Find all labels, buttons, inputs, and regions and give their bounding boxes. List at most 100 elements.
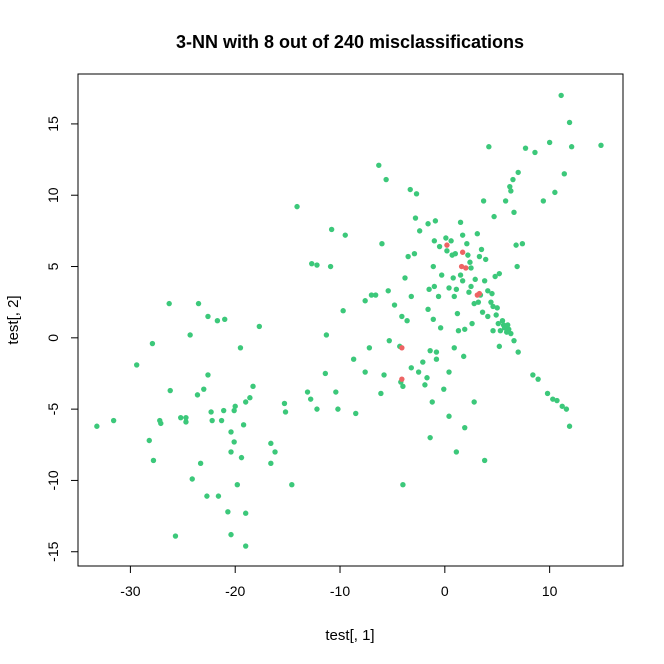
- correct-point: [433, 356, 440, 362]
- correct-point: [362, 369, 368, 375]
- correct-point: [94, 423, 100, 429]
- x-axis-label: test[, 1]: [325, 627, 374, 644]
- correct-point: [178, 414, 184, 421]
- correct-point: [408, 365, 414, 371]
- y-axis: -15 -10 -5 0 5 10 15: [45, 116, 78, 562]
- correct-point: [469, 320, 475, 327]
- correct-point: [465, 252, 471, 258]
- correct-point: [209, 417, 215, 424]
- correct-point: [435, 293, 442, 300]
- correct-point: [340, 308, 346, 314]
- correct-point: [446, 413, 452, 419]
- correct-point: [385, 288, 391, 294]
- correct-point: [408, 293, 414, 300]
- correct-point: [378, 390, 384, 397]
- correct-point: [172, 533, 179, 539]
- correct-point: [228, 531, 234, 538]
- correct-point: [540, 198, 547, 204]
- data-points: [94, 92, 604, 549]
- correct-point: [368, 292, 375, 298]
- correct-point: [433, 349, 440, 355]
- correct-point: [430, 316, 436, 322]
- correct-point: [225, 509, 231, 515]
- correct-point: [242, 510, 249, 516]
- correct-point: [446, 285, 452, 291]
- correct-point: [489, 290, 495, 297]
- correct-point: [506, 326, 512, 332]
- correct-point: [426, 286, 432, 293]
- correct-point: [485, 288, 491, 294]
- correct-point: [490, 303, 496, 310]
- correct-point: [228, 429, 234, 435]
- x-tick-label: -10: [330, 583, 350, 599]
- correct-point: [483, 256, 489, 263]
- y-tick-label: -10: [45, 470, 61, 490]
- correct-point: [238, 454, 245, 461]
- correct-point: [166, 300, 172, 307]
- correct-point: [468, 283, 474, 290]
- correct-point: [459, 278, 466, 284]
- correct-point: [150, 457, 157, 464]
- correct-point: [268, 440, 274, 447]
- correct-point: [425, 306, 431, 313]
- correct-point: [535, 376, 541, 382]
- correct-point: [493, 312, 499, 318]
- correct-point: [453, 286, 460, 293]
- correct-point: [187, 332, 193, 338]
- correct-point: [511, 209, 517, 216]
- correct-point: [328, 226, 335, 233]
- correct-point: [149, 340, 156, 347]
- correct-point: [476, 253, 483, 260]
- correct-point: [404, 318, 410, 324]
- correct-point: [201, 386, 207, 392]
- correct-point: [420, 359, 426, 365]
- x-tick-label: -30: [120, 583, 140, 599]
- correct-point: [407, 186, 413, 193]
- correct-point: [508, 188, 514, 194]
- chart-title: 3-NN with 8 out of 240 misclassification…: [176, 32, 524, 52]
- correct-point: [379, 241, 385, 247]
- correct-point: [237, 345, 244, 351]
- correct-point: [467, 259, 473, 265]
- correct-point: [372, 292, 379, 298]
- correct-point: [110, 417, 117, 424]
- correct-point: [514, 263, 520, 270]
- correct-point: [218, 417, 225, 424]
- y-tick-label: 10: [45, 187, 61, 203]
- correct-point: [366, 345, 373, 351]
- correct-point: [314, 262, 320, 268]
- correct-point: [480, 198, 487, 204]
- correct-point: [550, 396, 556, 402]
- correct-point: [412, 215, 419, 221]
- correct-point: [183, 414, 189, 421]
- correct-point: [460, 353, 467, 360]
- correct-point: [437, 325, 444, 331]
- correct-point: [475, 299, 482, 305]
- correct-point: [415, 369, 422, 375]
- correct-point: [272, 449, 278, 455]
- x-tick-label: 0: [441, 583, 449, 599]
- correct-point: [566, 119, 573, 126]
- correct-point: [472, 276, 478, 283]
- correct-point: [256, 323, 263, 330]
- correct-point: [436, 243, 443, 250]
- correct-point: [204, 493, 210, 499]
- correct-point: [228, 449, 234, 455]
- correct-point: [197, 460, 204, 467]
- correct-point: [350, 356, 357, 362]
- correct-point: [513, 242, 519, 248]
- correct-point: [146, 437, 152, 444]
- correct-point: [383, 176, 389, 183]
- correct-point: [568, 144, 575, 150]
- correct-point: [471, 399, 477, 405]
- correct-point: [189, 476, 195, 482]
- correct-point: [400, 482, 406, 488]
- correct-point: [464, 241, 470, 247]
- correct-point: [552, 189, 558, 196]
- correct-point: [282, 409, 289, 415]
- correct-point: [532, 149, 538, 156]
- correct-point: [294, 203, 300, 210]
- correct-point: [451, 293, 457, 300]
- correct-point: [546, 139, 553, 146]
